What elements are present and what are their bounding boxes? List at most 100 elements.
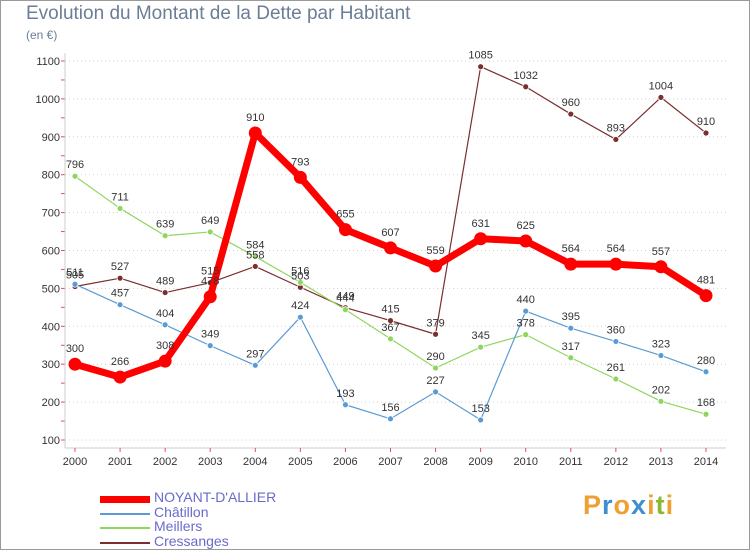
data-point [251,361,259,369]
data-point [432,364,439,372]
y-tick-label: 900 [42,132,60,144]
data-point [342,306,349,314]
x-tick-label: 2010 [513,456,537,468]
data-point [477,343,485,351]
x-tick-label: 2006 [333,456,357,468]
data-label: 631 [471,218,489,230]
data-label: 893 [607,122,625,134]
x-tick-label: 2005 [288,456,312,468]
data-label: 156 [381,402,399,414]
logo-letter: P [583,490,603,520]
x-tick-label: 2013 [649,456,673,468]
data-point [612,338,620,345]
data-point [477,63,485,71]
data-point [384,241,397,255]
data-point [522,83,530,91]
data-label: 1004 [649,80,673,92]
y-tick-label: 1100 [36,56,60,68]
data-point [71,280,79,288]
data-label: 449 [336,291,354,303]
x-tick-label: 2014 [694,456,718,468]
legend-label: Cressanges [154,533,229,549]
y-tick-label: 600 [42,246,60,258]
data-label: 481 [697,275,715,287]
data-point [161,321,169,329]
data-label: 415 [381,304,399,316]
data-point [474,232,488,246]
x-tick-label: 2012 [604,456,628,468]
data-point [206,342,214,350]
data-label: 297 [246,348,264,360]
logo-letter: o [613,490,632,520]
data-point [654,260,668,274]
data-label: 323 [652,338,670,350]
data-point [702,410,710,418]
data-label: 280 [697,355,715,367]
data-label: 489 [156,276,174,288]
data-point [203,290,217,304]
data-point [161,289,169,296]
data-label: 559 [426,245,444,257]
data-label: 655 [336,209,354,221]
data-label: 367 [381,322,399,334]
data-point [158,354,172,368]
data-point [522,331,530,339]
data-point [342,401,349,409]
data-point [432,388,439,396]
data-point [338,223,352,237]
data-label: 1032 [513,70,537,82]
data-point [116,274,124,282]
data-label: 261 [607,362,625,374]
data-label: 349 [201,329,219,341]
proxiti-logo: Proxiti [583,490,674,521]
data-label: 503 [291,270,309,282]
data-label: 440 [517,294,535,306]
data-point [296,313,304,321]
logo-letter: i [647,490,656,520]
data-point [251,263,259,270]
data-point [71,172,79,180]
series-layer [68,63,713,424]
data-point [68,357,82,371]
legend-swatch [100,513,150,515]
data-label: 153 [471,403,489,415]
data-label: 317 [562,341,580,353]
data-point [161,232,169,240]
data-point [612,375,620,383]
data-label: 511 [66,267,84,279]
data-point [657,93,665,101]
data-point [387,415,394,423]
data-label: 378 [517,318,535,330]
data-point [113,370,127,384]
y-tick-label: 400 [42,321,60,333]
data-label: 564 [607,243,625,255]
data-point [567,324,575,332]
data-point [567,110,575,118]
y-tick-label: 800 [42,170,60,182]
legend-swatch [100,542,150,544]
data-point [432,330,439,338]
data-point [251,253,259,260]
data-label: 796 [66,159,84,171]
data-label: 395 [562,311,580,323]
data-point [116,301,124,309]
data-label: 557 [652,246,670,258]
data-label: 300 [66,343,84,355]
data-label: 639 [156,219,174,231]
data-point [522,307,530,315]
data-label: 564 [562,243,580,255]
x-tick-label: 2011 [559,456,583,468]
data-point [206,228,214,236]
data-label: 227 [426,375,444,387]
data-label: 558 [246,249,264,261]
legend-label: Meillers [154,518,203,534]
logo-letter: i [665,490,675,520]
chart-subtitle: (en €) [26,28,58,42]
data-point [248,126,262,140]
data-point [567,354,575,362]
data-point [116,205,124,212]
data-label: 266 [111,356,129,368]
data-label: 202 [652,384,670,396]
data-point [657,397,665,405]
legend-label: Châtillon [154,504,209,520]
